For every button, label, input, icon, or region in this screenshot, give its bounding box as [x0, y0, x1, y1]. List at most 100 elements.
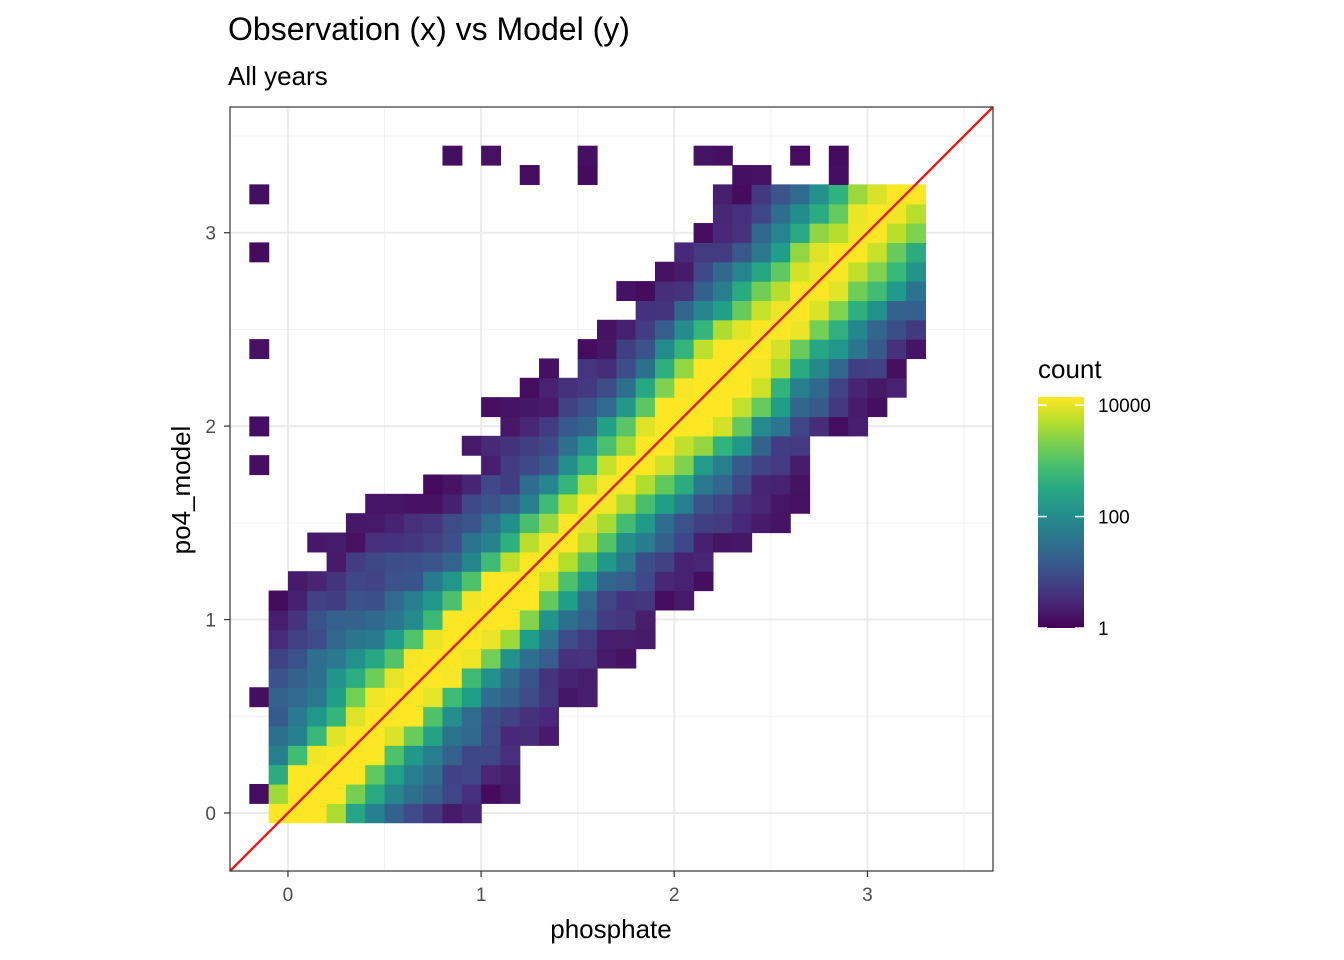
heatmap-cell [654, 435, 675, 456]
heatmap-cell [558, 571, 579, 592]
heatmap-cell [365, 764, 386, 785]
heatmap-cell [616, 551, 637, 572]
heatmap-cell [461, 667, 482, 688]
heatmap-cell [597, 629, 617, 650]
heatmap-cell [712, 145, 733, 166]
heatmap-cell [712, 203, 733, 224]
heatmap-cell [461, 783, 482, 804]
heatmap-cell [558, 397, 579, 418]
heatmap-cell [712, 397, 733, 418]
heatmap-cell [770, 261, 791, 282]
heatmap-cell [442, 745, 463, 766]
heatmap-cell [287, 725, 308, 746]
heatmap-cell [790, 435, 811, 456]
heatmap-cell [848, 223, 869, 243]
heatmap-cell [403, 783, 424, 804]
heatmap-cell [307, 609, 328, 630]
heatmap-cell [790, 474, 811, 495]
heatmap-cell [268, 590, 289, 611]
heatmap-cell [886, 223, 907, 243]
heatmap-cell [442, 706, 463, 727]
heatmap-cell [539, 609, 559, 630]
heatmap-cell [809, 416, 830, 437]
heatmap-cell [365, 648, 386, 669]
heatmap-cell [500, 532, 521, 553]
heatmap-cell [423, 667, 444, 688]
heatmap-cell [461, 493, 482, 514]
heatmap-cell [751, 184, 772, 205]
heatmap-cell [597, 571, 617, 592]
heatmap-cell [790, 281, 811, 302]
heatmap-cell [423, 590, 444, 611]
heatmap-cell [442, 609, 463, 630]
heatmap-cell [751, 377, 772, 398]
heatmap-cell [712, 493, 733, 514]
heatmap-cell [384, 706, 405, 727]
x-tick-label: 2 [669, 885, 680, 906]
heatmap-cell [442, 803, 463, 824]
heatmap-cell [345, 667, 366, 688]
heatmap-cell [674, 300, 695, 321]
heatmap-cell [674, 377, 695, 398]
heatmap-cell [519, 455, 540, 476]
heatmap-cell [384, 513, 405, 534]
heatmap-cell [597, 319, 617, 340]
heatmap-cell [635, 377, 656, 398]
x-axis: 0 1 2 3 [283, 885, 873, 906]
heatmap-cell [654, 339, 675, 360]
heatmap-cell [654, 300, 675, 321]
heatmap-cell [307, 590, 328, 611]
heatmap-cell [732, 242, 753, 263]
heatmap-cell [461, 629, 482, 650]
heatmap-cell [326, 706, 347, 727]
heatmap-cell [906, 300, 926, 321]
heatmap-cell [403, 687, 424, 708]
x-axis-label: phosphate [550, 914, 671, 944]
heatmap-cell [249, 184, 270, 205]
heatmap-cell [500, 745, 521, 766]
heatmap-cell [384, 493, 405, 514]
heatmap-cell [693, 416, 714, 437]
heatmap-cell [287, 609, 308, 630]
heatmap-cell [249, 783, 270, 804]
heatmap-cell [365, 571, 386, 592]
heatmap-cell [616, 455, 637, 476]
heatmap-cell [732, 455, 753, 476]
heatmap-cell [519, 474, 540, 495]
heatmap-cell [500, 493, 521, 514]
heatmap-cell [481, 667, 502, 688]
heatmap-cell [558, 455, 579, 476]
heatmap-cell [635, 493, 656, 514]
heatmap-cell [577, 590, 598, 611]
heatmap-cell [635, 319, 656, 340]
heatmap-cell [577, 145, 598, 166]
heatmap-cell [539, 532, 559, 553]
heatmap-cell [326, 764, 347, 785]
heatmap-cell [461, 571, 482, 592]
heatmap-cell [828, 242, 849, 263]
heatmap-cell [674, 571, 695, 592]
heatmap-cell [461, 551, 482, 572]
heatmap-cell [558, 551, 579, 572]
heatmap-cell [770, 435, 791, 456]
heatmap-cell [770, 493, 791, 514]
heatmap-cell [712, 532, 733, 553]
heatmap-cell [751, 300, 772, 321]
heatmap-cell [732, 223, 753, 243]
heatmap-cell [345, 803, 366, 824]
heatmap-cell [693, 281, 714, 302]
heatmap-cell [326, 532, 347, 553]
heatmap-cell [712, 184, 733, 205]
heatmap-cell [481, 493, 502, 514]
heatmap-cell [674, 358, 695, 379]
heatmap-cell [326, 648, 347, 669]
heatmap-cell [558, 590, 579, 611]
heatmap-cell [461, 706, 482, 727]
heatmap-cell [519, 667, 540, 688]
heatmap-cell [268, 764, 289, 785]
heatmap-cell [732, 203, 753, 224]
heatmap-cell [500, 706, 521, 727]
heatmap-cell [577, 551, 598, 572]
heatmap-cell [500, 783, 521, 804]
heatmap-cell [461, 648, 482, 669]
